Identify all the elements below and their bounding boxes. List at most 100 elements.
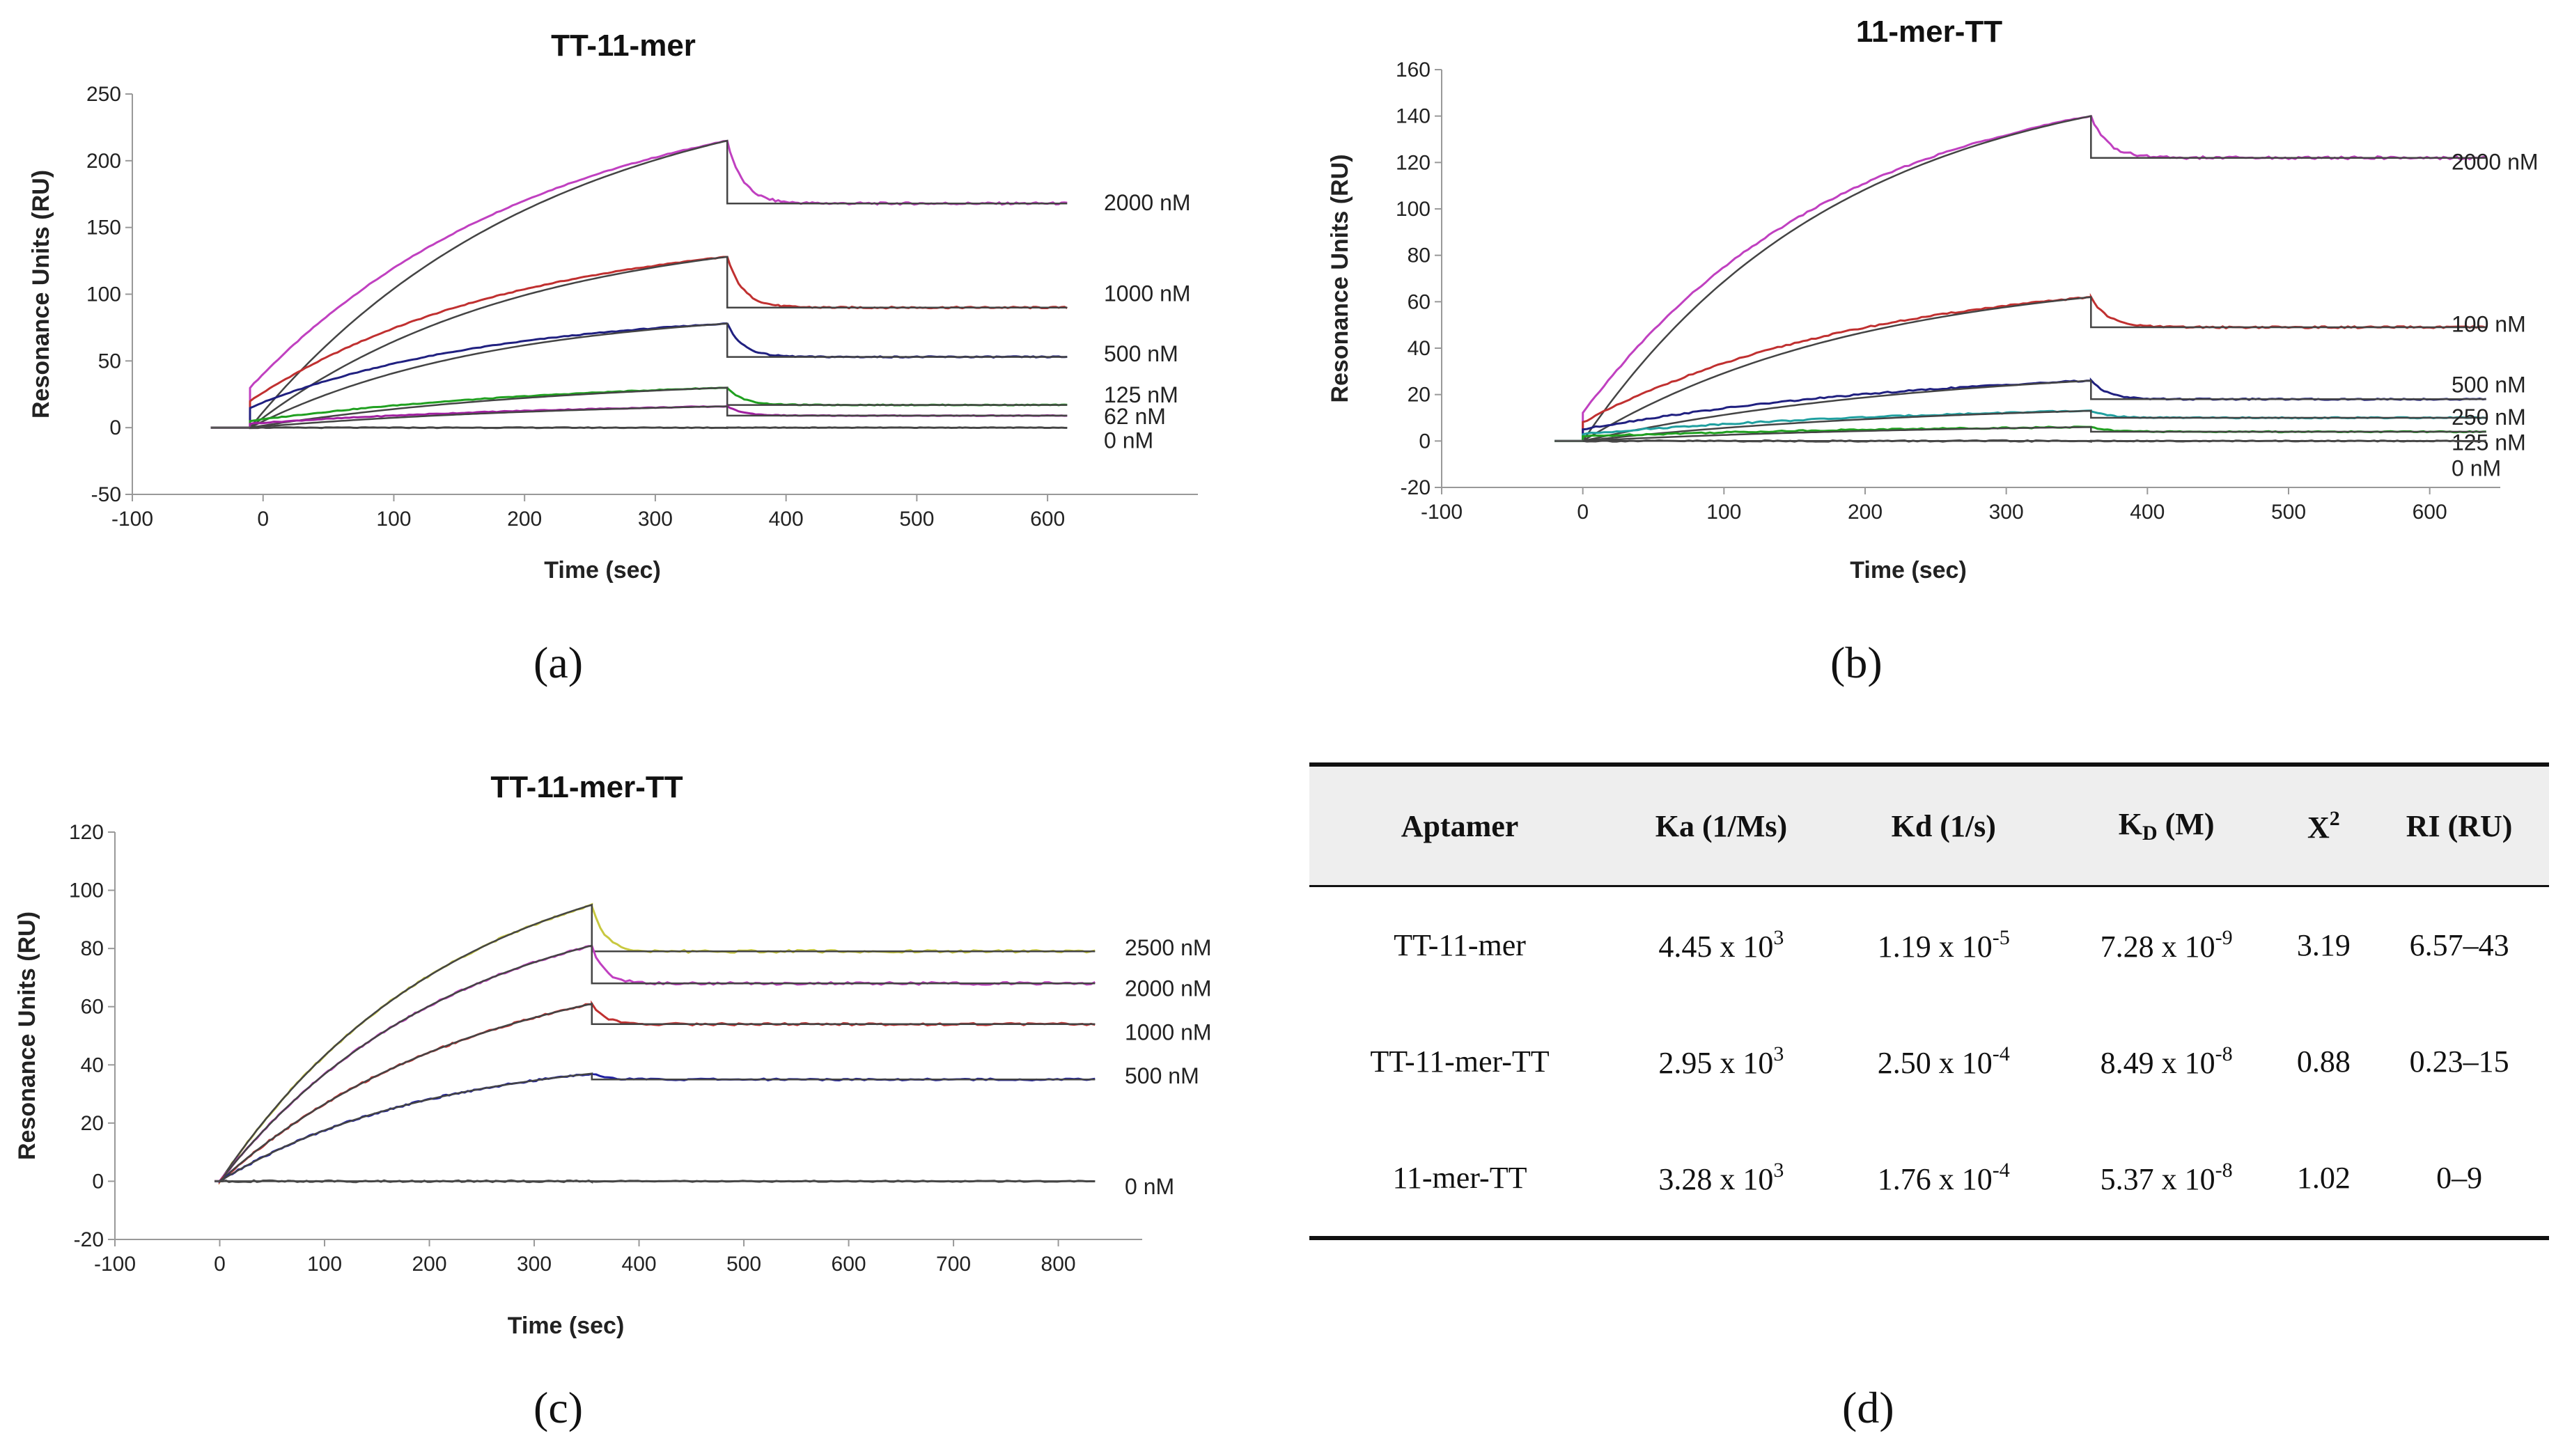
y-tick-label: 160: [1396, 58, 1431, 81]
y-tick-label: 100: [86, 283, 121, 306]
y-tick-label: -50: [91, 483, 121, 506]
y-axis-label: Resonance Units (RU): [28, 170, 54, 418]
cell-KD-mantissa: 8.49 x 10: [2100, 1046, 2215, 1080]
y-tick-label: 0: [92, 1170, 104, 1193]
y-tick-label: 60: [81, 996, 104, 1019]
header-ka: Ka (1/Ms): [1610, 765, 1832, 887]
cell-kd-mantissa: 2.50 x 10: [1877, 1046, 1993, 1080]
cell-kd-exp: -4: [1992, 1042, 2010, 1065]
y-tick-label: 0: [1419, 430, 1431, 453]
y-tick-label: 150: [86, 217, 121, 240]
fit-curve-1000-nM: [249, 256, 1068, 429]
series-curve-500-nM: [210, 322, 1068, 429]
concentration-label: 100 nM: [2452, 312, 2526, 337]
cell-KD: 7.28 x 10-9: [2055, 886, 2278, 1004]
x-tick-label: 200: [412, 1253, 446, 1276]
x-tick-label: 400: [769, 508, 804, 531]
fit-curve-500-nM: [218, 1072, 1096, 1182]
y-tick-label: 20: [1408, 384, 1431, 407]
x-tick-label: 0: [257, 508, 269, 531]
cell-KD: 5.37 x 10-8: [2055, 1120, 2278, 1238]
y-axis-label: Resonance Units (RU): [14, 911, 40, 1160]
sensorgram-chart-a: TT-11-mer -100 0 100 200 300 400 500 600 -50 0 50 10…: [28, 29, 1198, 584]
x-tick-label: 600: [1030, 508, 1065, 531]
kinetics-table: Aptamer Ka (1/Ms) Kd (1/s) KD (M) X2 RI …: [1309, 762, 2549, 1240]
fit-curve-2000-nM: [249, 139, 1068, 429]
sensorgram-chart-b: 11-mer-TT -100 0 100 200 300 400 500 600 -20 0 20 40…: [1327, 15, 2539, 584]
cell-aptamer: 11-mer-TT: [1392, 1161, 1527, 1195]
cell-chi2: 0.88: [2296, 1044, 2351, 1079]
x-tick-label: 500: [899, 508, 934, 531]
header-KD-base: K: [2118, 807, 2142, 841]
y-tick-label: 80: [81, 937, 104, 960]
x-tick-label: 600: [2413, 501, 2447, 524]
header-aptamer: Aptamer: [1309, 765, 1610, 887]
table-row: TT-11-mer 4.45 x 103 1.19 x 10-5 7.28 x …: [1309, 886, 2549, 1004]
x-axis-label: Time (sec): [544, 557, 661, 584]
chart-panel-b: 11-mer-TT -100 0 100 200 300 400 500 600 -20 0 20 40…: [1295, 0, 2549, 627]
table-row: TT-11-mer-TT 2.95 x 103 2.50 x 10-4 8.49…: [1309, 1003, 2549, 1120]
cell-kd: 2.50 x 10-4: [1832, 1003, 2055, 1120]
concentration-label: 500 nM: [1104, 341, 1178, 366]
header-chi-sup: 2: [2329, 806, 2340, 830]
concentration-label: 125 nM: [1104, 382, 1178, 407]
x-tick-label: 700: [936, 1253, 971, 1276]
fit-curve-2500-nM: [219, 903, 1096, 1182]
x-tick-label: -100: [1421, 501, 1463, 524]
kinetics-table-panel: Aptamer Ka (1/Ms) Kd (1/s) KD (M) X2 RI …: [1309, 762, 2549, 1240]
fit-curve-250-nM: [1582, 409, 2486, 442]
x-tick-label: -100: [111, 508, 153, 531]
cell-kd: 1.19 x 10-5: [1832, 886, 2055, 1004]
x-tick-label: 100: [1706, 501, 1741, 524]
cell-kd-mantissa: 1.76 x 10: [1877, 1162, 1993, 1196]
x-tick-label: 400: [622, 1253, 657, 1276]
x-tick-label: 200: [1848, 501, 1883, 524]
concentration-label: 500 nM: [1125, 1063, 1199, 1088]
series-curve-2000-nM: [214, 945, 1096, 1182]
x-tick-label: 300: [1989, 501, 2024, 524]
y-tick-label: 100: [69, 879, 104, 902]
concentration-label: 0 nM: [1125, 1174, 1174, 1199]
header-ri: RI (RU): [2369, 765, 2549, 887]
cell-chi2: 1.02: [2296, 1161, 2351, 1195]
fit-curve-2000-nM: [219, 944, 1096, 1182]
cell-ri: 6.57–43: [2409, 928, 2509, 962]
cell-KD-exp: -8: [2215, 1042, 2233, 1065]
y-tick-label: 250: [86, 83, 121, 106]
y-tick-label: 140: [1396, 105, 1431, 128]
y-tick-label: 120: [1396, 151, 1431, 174]
sensorgram-chart-c: TT-11-mer-TT-100 0 100 200 300 400 500 600 700 80…: [14, 770, 1212, 1339]
concentration-label: 1000 nM: [1125, 1019, 1212, 1044]
cell-ka-mantissa: 3.28 x 10: [1658, 1162, 1774, 1196]
y-tick-label: 100: [1396, 198, 1431, 221]
x-axis-label: Time (sec): [508, 1313, 625, 1339]
caption-a: (a): [533, 638, 584, 687]
concentration-label: 2000 nM: [1125, 976, 1212, 1001]
cell-ka: 4.45 x 103: [1610, 886, 1832, 1004]
cell-kd-mantissa: 1.19 x 10: [1877, 930, 1993, 964]
caption-d: (d): [1842, 1383, 1894, 1432]
cell-kd-exp: -4: [1992, 1159, 2010, 1182]
x-tick-label: 500: [726, 1253, 761, 1276]
chart-title: 11-mer-TT: [1856, 15, 2002, 49]
concentration-label: 250 nM: [2452, 405, 2526, 430]
header-kd: Kd (1/s): [1832, 765, 2055, 887]
cell-KD-mantissa: 5.37 x 10: [2100, 1162, 2215, 1196]
x-tick-label: 400: [2130, 501, 2165, 524]
fit-curve-2000-nM: [1582, 115, 2486, 442]
chart-panel-c: TT-11-mer-TT -100 0 100 200 300 400 500 600 700 80…: [0, 738, 1240, 1365]
y-tick-label: 0: [109, 416, 121, 439]
x-tick-label: 600: [832, 1253, 866, 1276]
series-curve-2000-nM: [1554, 115, 2486, 442]
chart-panel-a: TT-11-mer -100 0 100 200 300 400 500 600 -50 0 50 10…: [0, 0, 1240, 627]
y-tick-label: 80: [1408, 244, 1431, 267]
cell-ka: 3.28 x 103: [1610, 1120, 1832, 1238]
concentration-label: 1000 nM: [1104, 281, 1191, 306]
y-axis-label: Resonance Units (RU): [1327, 154, 1353, 402]
x-tick-label: -100: [94, 1253, 136, 1276]
y-tick-label: -20: [1401, 476, 1431, 499]
cell-ri: 0.23–15: [2409, 1044, 2509, 1079]
chart-title: TT-11-mer-TT: [490, 770, 683, 804]
chart-title: TT-11-mer: [551, 29, 696, 63]
cell-ka-exp: 3: [1773, 1042, 1784, 1065]
